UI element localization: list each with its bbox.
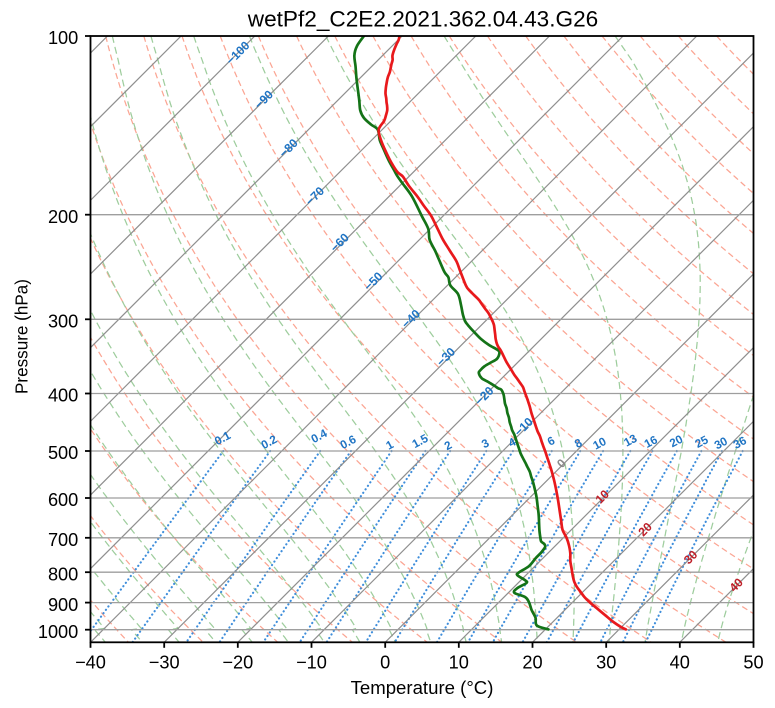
svg-text:600: 600 <box>48 490 78 510</box>
svg-text:10: 10 <box>449 653 469 673</box>
svg-text:100: 100 <box>48 28 78 48</box>
svg-text:10: 10 <box>591 435 609 453</box>
svg-text:16: 16 <box>642 433 660 451</box>
svg-text:800: 800 <box>48 564 78 584</box>
svg-text:50: 50 <box>743 653 763 673</box>
svg-text:700: 700 <box>48 530 78 550</box>
svg-text:40: 40 <box>670 653 690 673</box>
svg-text:20: 20 <box>668 433 686 451</box>
svg-text:20: 20 <box>522 653 542 673</box>
svg-text:−40: −40 <box>75 653 106 673</box>
svg-text:400: 400 <box>48 386 78 406</box>
svg-text:500: 500 <box>48 443 78 463</box>
svg-text:wetPf2_C2E2.2021.362.04.43.G26: wetPf2_C2E2.2021.362.04.43.G26 <box>247 7 598 32</box>
svg-text:900: 900 <box>48 595 78 615</box>
svg-text:−10: −10 <box>296 653 327 673</box>
svg-text:−30: −30 <box>149 653 180 673</box>
svg-text:200: 200 <box>48 207 78 227</box>
svg-text:Pressure (hPa): Pressure (hPa) <box>12 279 31 394</box>
svg-text:300: 300 <box>48 312 78 332</box>
svg-text:30: 30 <box>596 653 616 673</box>
svg-text:−20: −20 <box>222 653 253 673</box>
svg-text:1000: 1000 <box>38 622 78 642</box>
svg-text:Temperature (°C): Temperature (°C) <box>351 677 494 698</box>
svg-text:30: 30 <box>712 435 730 453</box>
svg-text:0: 0 <box>380 653 390 673</box>
svg-text:25: 25 <box>693 433 711 451</box>
svg-text:13: 13 <box>622 432 640 450</box>
svg-text:36: 36 <box>731 434 749 452</box>
